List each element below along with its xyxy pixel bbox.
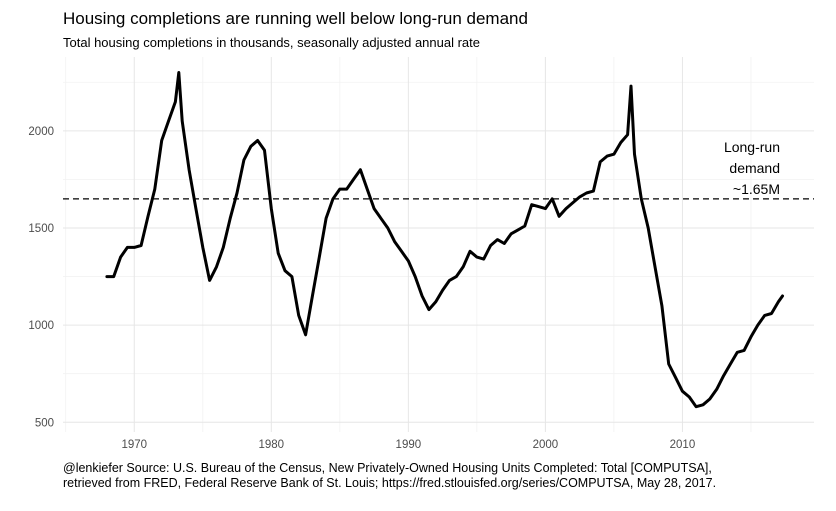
y-tick-label: 2000 bbox=[28, 126, 54, 138]
long-run-demand-annotation: Long-run demand ~1.65M bbox=[724, 139, 780, 197]
chart-title: Housing completions are running well bel… bbox=[63, 9, 528, 28]
y-axis-ticks: 500 1000 1500 2000 bbox=[28, 126, 54, 429]
x-tick-label: 2010 bbox=[670, 439, 696, 451]
caption-line-2: retrieved from FRED, Federal Reserve Ban… bbox=[63, 476, 717, 490]
y-tick-label: 1000 bbox=[28, 320, 54, 332]
annotation-line-2: demand bbox=[729, 160, 780, 176]
chart-subtitle: Total housing completions in thousands, … bbox=[63, 35, 480, 50]
annotation-line-1: Long-run bbox=[724, 139, 780, 155]
y-tick-label: 500 bbox=[35, 417, 54, 429]
housing-completions-series bbox=[105, 71, 784, 409]
y-tick-label: 1500 bbox=[28, 223, 54, 235]
x-axis-ticks: 1970 1980 1990 2000 2010 bbox=[121, 439, 695, 451]
source-caption: @lenkiefer Source: U.S. Bureau of the Ce… bbox=[63, 461, 716, 491]
caption-line-1: @lenkiefer Source: U.S. Bureau of the Ce… bbox=[63, 461, 712, 475]
minor-gridlines bbox=[63, 57, 814, 432]
annotation-line-3: ~1.65M bbox=[733, 181, 780, 197]
x-tick-label: 2000 bbox=[533, 439, 559, 451]
x-tick-label: 1990 bbox=[396, 439, 422, 451]
x-tick-label: 1970 bbox=[121, 439, 147, 451]
x-tick-label: 1980 bbox=[259, 439, 285, 451]
major-gridlines bbox=[63, 57, 814, 432]
